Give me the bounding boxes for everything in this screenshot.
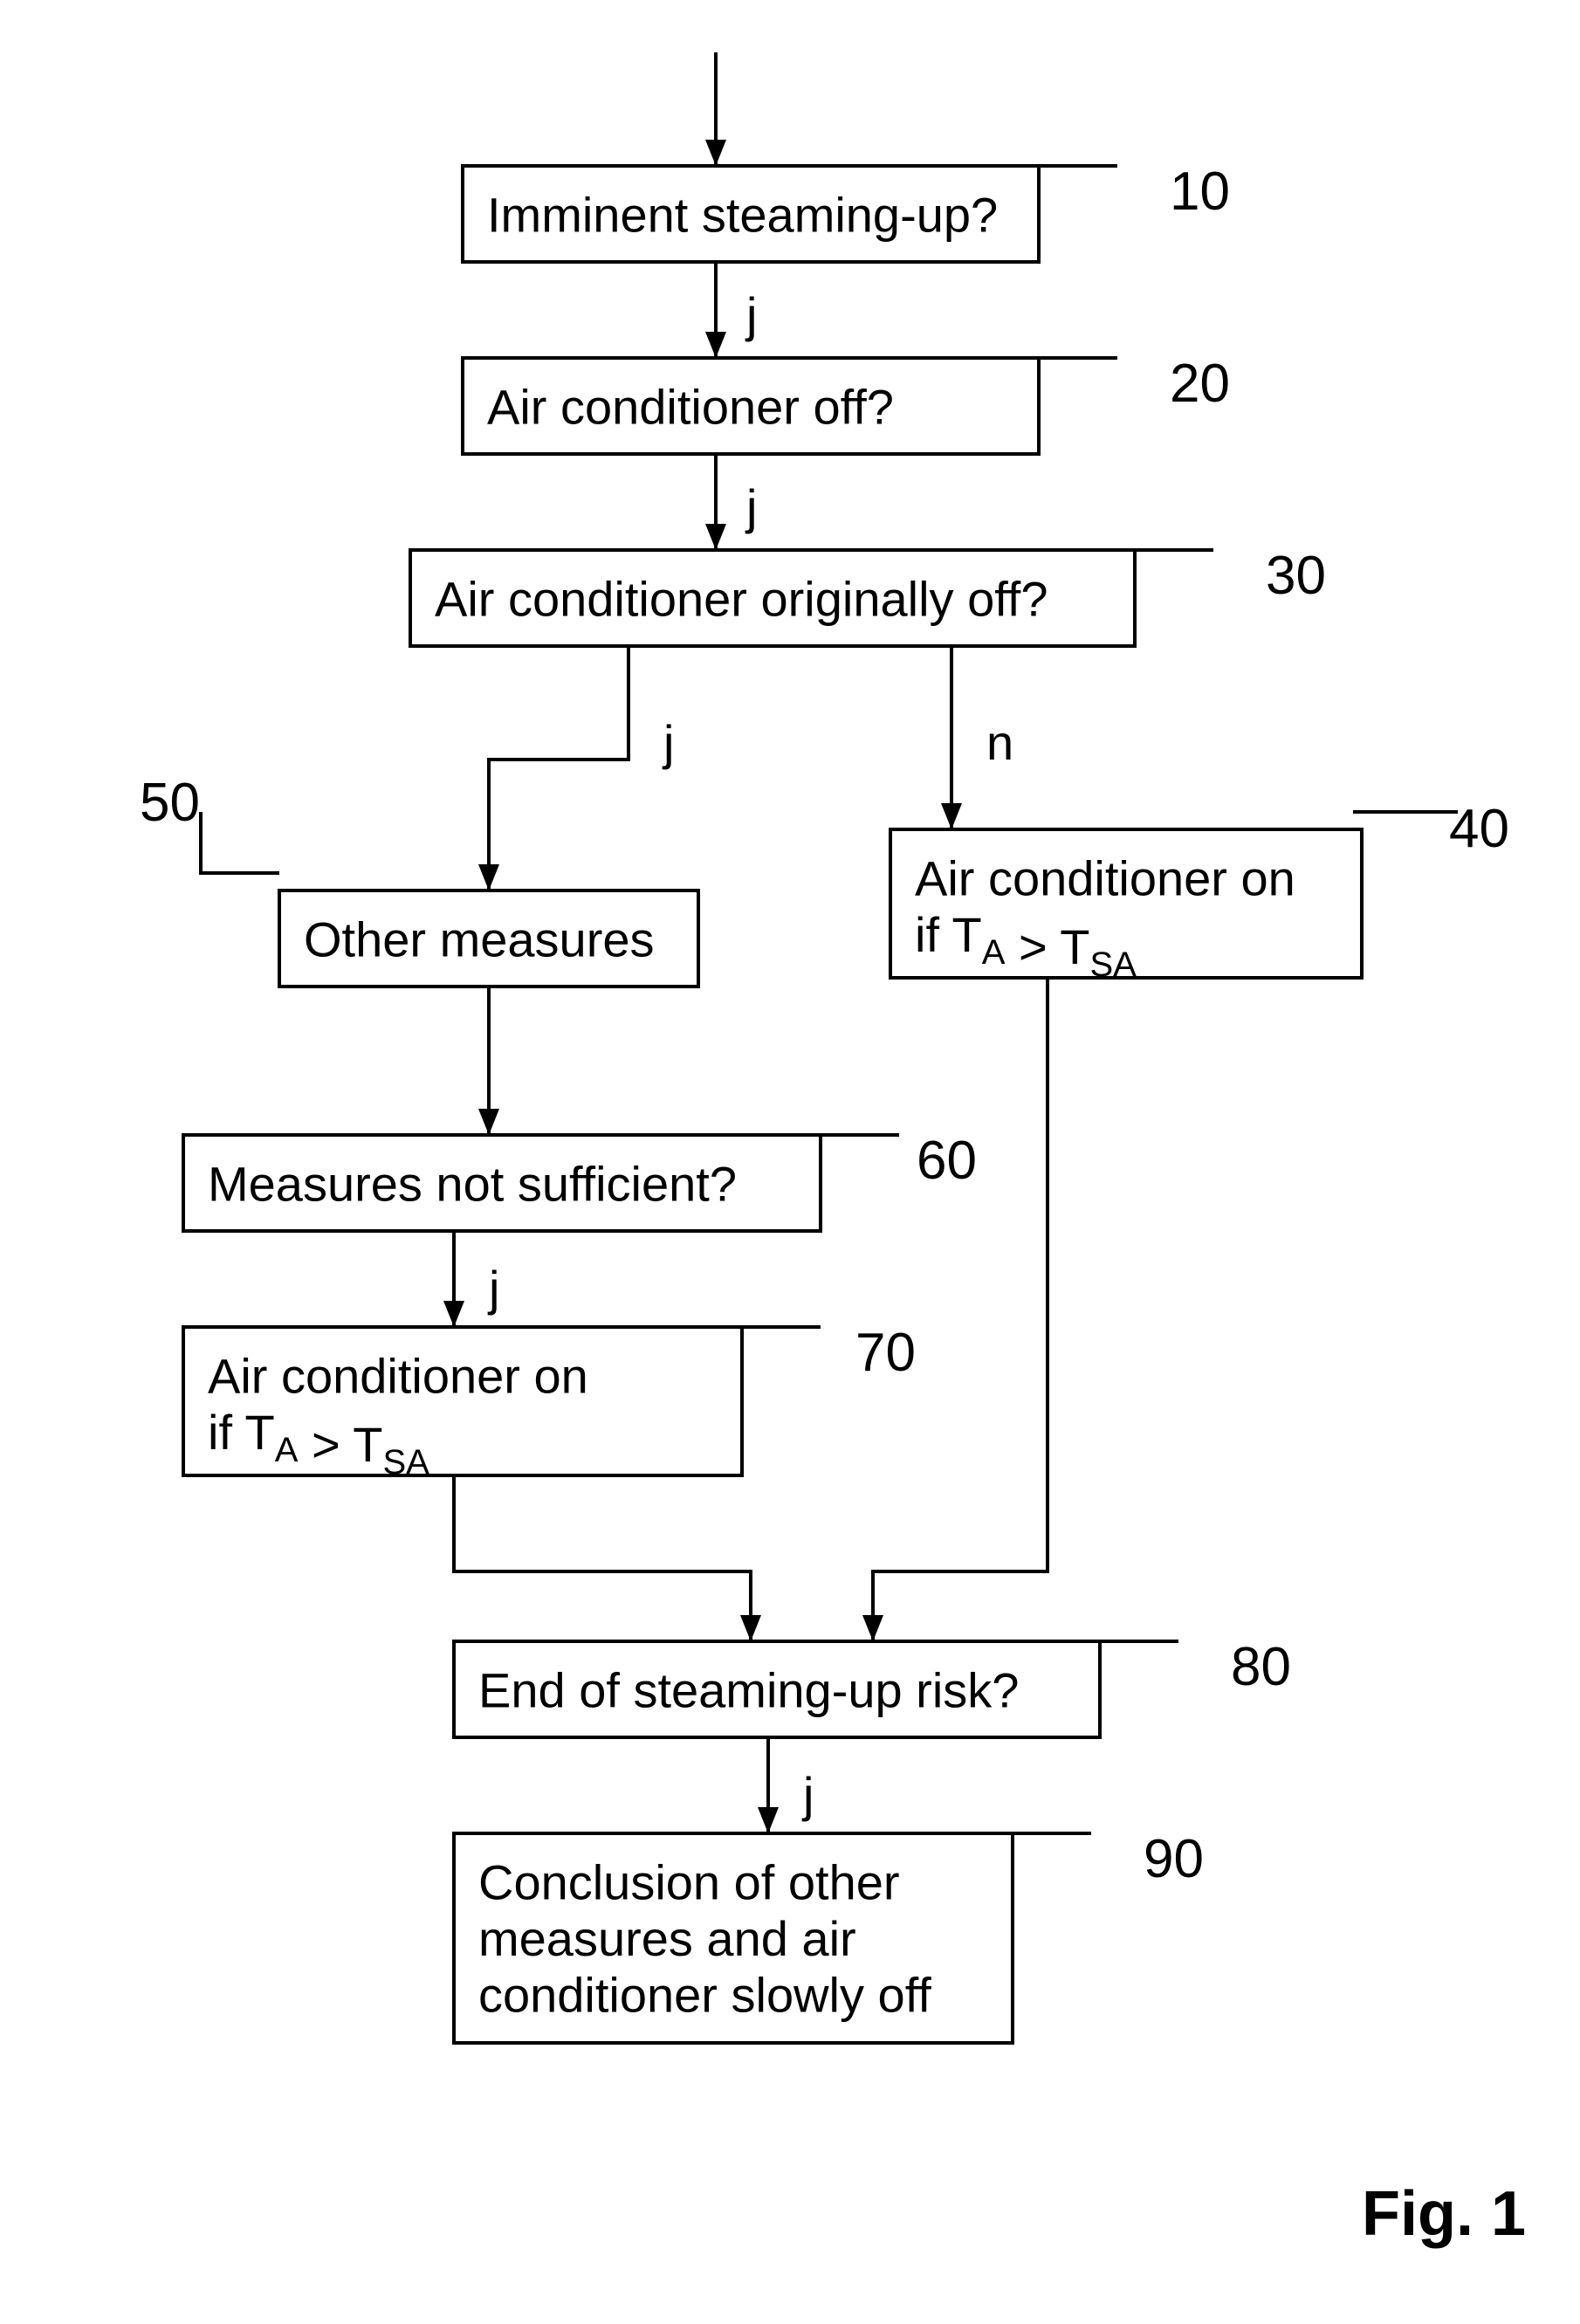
edge-label-30-40: n — [986, 715, 1013, 770]
box-text-90-line2: conditioner slowly off — [478, 1967, 931, 2022]
ref-num-70: 70 — [855, 1323, 916, 1383]
node-70: Air conditioner onif TA > TSA70 — [183, 1323, 916, 1482]
ref-num-30: 30 — [1266, 546, 1326, 606]
edge-label-10-20: j — [745, 287, 757, 342]
edge-num50-tick — [201, 812, 279, 873]
edge-label-30-50: j — [662, 715, 674, 770]
ref-num-20: 20 — [1170, 354, 1230, 414]
ref-num-10: 10 — [1170, 162, 1230, 222]
node-80: End of steaming-up risk? 80 — [454, 1637, 1291, 1737]
edge-30-50 — [489, 646, 629, 890]
edge-label-80-90: j — [801, 1767, 814, 1822]
ref-num-60: 60 — [917, 1131, 977, 1191]
box-text-40-line0: Air conditioner on — [915, 851, 1295, 906]
box-text-60-line0: Measures not sufficient? — [208, 1157, 737, 1212]
box-text-90-line0: Conclusion of other — [478, 1855, 900, 1910]
ref-num-50: 50 — [140, 773, 200, 833]
box-text-90-line1: measures and air — [478, 1911, 856, 1966]
edge-70-80 — [454, 1475, 751, 1641]
node-60: Measures not sufficient? 60 — [183, 1131, 977, 1231]
node-90: Conclusion of othermeasures and aircondi… — [454, 1829, 1204, 2043]
node-10: Imminent steaming-up? 10 — [463, 162, 1230, 262]
edge-label-20-30: j — [745, 479, 757, 534]
node-20: Air conditioner off? 20 — [463, 354, 1230, 454]
ref-num-90: 90 — [1144, 1829, 1204, 1889]
box-text-10-line0: Imminent steaming-up? — [487, 188, 998, 243]
box-text-30-line0: Air conditioner originally off? — [435, 572, 1048, 627]
edge-40-80 — [873, 978, 1048, 1641]
node-30: Air conditioner originally off? 30 — [410, 546, 1326, 646]
box-text-50-line0: Other measures — [304, 912, 655, 967]
box-text-70-line0: Air conditioner on — [208, 1349, 588, 1404]
edge-label-60-70: j — [487, 1261, 499, 1316]
box-text-20-line0: Air conditioner off? — [487, 380, 894, 435]
node-50: Other measures 50 — [140, 773, 698, 987]
box-text-80-line0: End of steaming-up risk? — [478, 1663, 1019, 1718]
figure-label: Fig. 1 — [1362, 2179, 1526, 2249]
ref-num-40: 40 — [1449, 799, 1509, 859]
node-40: Air conditioner onif TA > TSA40 — [890, 799, 1509, 984]
ref-num-80: 80 — [1231, 1637, 1291, 1697]
